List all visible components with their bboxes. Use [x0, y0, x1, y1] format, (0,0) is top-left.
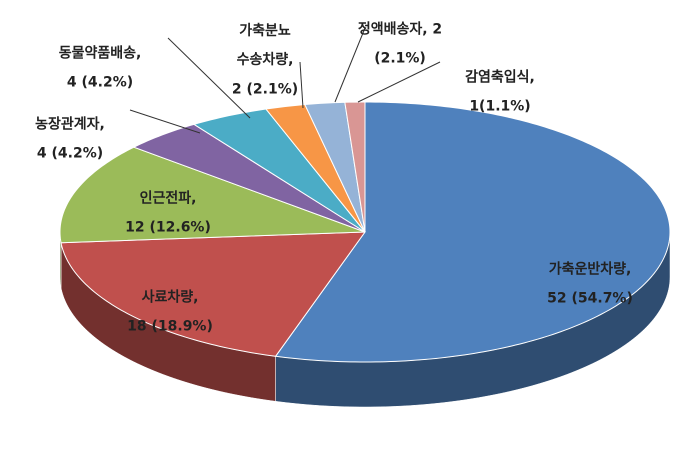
value-label: (2.1%): [374, 50, 426, 67]
slice: [274, 101, 671, 363]
slice: [59, 146, 366, 244]
slice: [132, 123, 366, 233]
slice-label: 사료차량,: [141, 289, 199, 306]
leader-line: [299, 61, 304, 109]
leader-lines: [129, 27, 441, 134]
value-label: 4 (4.2%): [66, 74, 134, 91]
slice-label: 인근전파,: [139, 190, 197, 207]
slice: [60, 231, 367, 357]
leader-line: [129, 109, 201, 134]
leader-line: [357, 61, 441, 103]
slices: [59, 101, 671, 408]
value-label: 12 (12.6%): [125, 219, 211, 236]
slice: [265, 104, 366, 233]
value-label: 1(1.1%): [469, 98, 531, 115]
slice: [344, 101, 366, 233]
leader-line: [334, 27, 366, 103]
slice-label: 가축운반차량,: [548, 261, 632, 278]
value-label: 4 (4.2%): [36, 145, 104, 162]
slice: [192, 108, 366, 233]
value-label: 2 (2.1%): [231, 81, 299, 98]
slice: [304, 101, 366, 233]
slice-label: 가축분뇨 수송차량,: [236, 23, 294, 68]
value-label: 18 (18.9%): [127, 318, 213, 335]
slice-label: 정액배송자, 2: [357, 21, 443, 38]
value-label: 52 (54.7%): [547, 290, 633, 307]
leader-line: [167, 37, 251, 119]
slice-label: 농장관계자,: [35, 116, 105, 133]
slice-label: 감염축입식,: [465, 69, 535, 86]
slice-label: 동물약품배송,: [58, 45, 142, 62]
